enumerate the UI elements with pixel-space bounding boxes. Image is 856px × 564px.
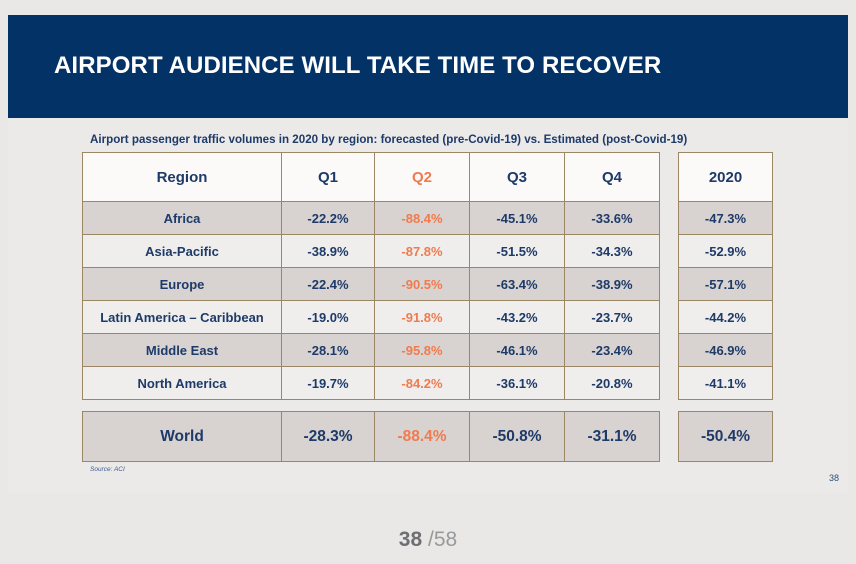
cell-region: Middle East bbox=[82, 333, 282, 367]
table-row: -52.9% bbox=[678, 234, 773, 268]
cell-q1: -38.9% bbox=[281, 234, 375, 268]
source-note: Source: ACI bbox=[90, 466, 125, 473]
cell-q4: -34.3% bbox=[564, 234, 660, 268]
header-q4: Q4 bbox=[564, 152, 660, 202]
page-separator: / bbox=[428, 528, 434, 551]
cell-2020: -47.3% bbox=[678, 201, 773, 235]
slide: AIRPORT AUDIENCE WILL TAKE TIME TO RECOV… bbox=[8, 15, 848, 493]
header-q2: Q2 bbox=[374, 152, 470, 202]
year-total-table: 2020 -47.3% -52.9% -57.1% -44.2% -46.9% … bbox=[678, 152, 773, 400]
cell-q3: -36.1% bbox=[469, 366, 565, 400]
cell-q1: -22.2% bbox=[281, 201, 375, 235]
header-q1: Q1 bbox=[281, 152, 375, 202]
cell-region: Asia-Pacific bbox=[82, 234, 282, 268]
table-row: -44.2% bbox=[678, 300, 773, 334]
table-row: -57.1% bbox=[678, 267, 773, 301]
cell-q2: -91.8% bbox=[374, 300, 470, 334]
world-row: World -28.3% -88.4% -50.8% -31.1% bbox=[82, 411, 660, 462]
cell-q4: -38.9% bbox=[564, 267, 660, 301]
table-row: -41.1% bbox=[678, 366, 773, 400]
total-pages: 58 bbox=[433, 528, 458, 551]
header-q3: Q3 bbox=[469, 152, 565, 202]
cell-2020: -46.9% bbox=[678, 333, 773, 367]
traffic-table: Region Q1 Q2 Q3 Q4 Africa -22.2% -88.4% … bbox=[82, 152, 660, 400]
cell-q3: -63.4% bbox=[469, 267, 565, 301]
cell-region: Europe bbox=[82, 267, 282, 301]
cell-q3: -43.2% bbox=[469, 300, 565, 334]
cell-region: Latin America – Caribbean bbox=[82, 300, 282, 334]
slide-title: AIRPORT AUDIENCE WILL TAKE TIME TO RECOV… bbox=[54, 52, 662, 79]
cell-q1: -19.0% bbox=[281, 300, 375, 334]
cell-q3: -45.1% bbox=[469, 201, 565, 235]
world-total-table: World -28.3% -88.4% -50.8% -31.1% bbox=[82, 411, 660, 462]
current-page: 38 bbox=[398, 528, 423, 551]
cell-q1: -28.3% bbox=[281, 411, 375, 462]
table-row: North America -19.7% -84.2% -36.1% -20.8… bbox=[82, 366, 660, 400]
cell-q1: -28.1% bbox=[281, 333, 375, 367]
table-row: -47.3% bbox=[678, 201, 773, 235]
cell-2020: -50.4% bbox=[678, 411, 773, 462]
cell-q2: -84.2% bbox=[374, 366, 470, 400]
slide-page-number: 38 bbox=[829, 473, 840, 483]
cell-q2: -95.8% bbox=[374, 333, 470, 367]
cell-2020: -52.9% bbox=[678, 234, 773, 268]
cell-q4: -20.8% bbox=[564, 366, 660, 400]
table-row: Middle East -28.1% -95.8% -46.1% -23.4% bbox=[82, 333, 660, 367]
cell-q1: -22.4% bbox=[281, 267, 375, 301]
cell-2020: -41.1% bbox=[678, 366, 773, 400]
world-row: -50.4% bbox=[678, 411, 773, 462]
header-region: Region bbox=[82, 152, 282, 202]
cell-2020: -57.1% bbox=[678, 267, 773, 301]
cell-region: North America bbox=[82, 366, 282, 400]
slide-header-band: AIRPORT AUDIENCE WILL TAKE TIME TO RECOV… bbox=[8, 15, 848, 118]
table-header-row: 2020 bbox=[678, 152, 773, 202]
cell-q4: -33.6% bbox=[564, 201, 660, 235]
cell-region: World bbox=[82, 411, 282, 462]
table-row: Africa -22.2% -88.4% -45.1% -33.6% bbox=[82, 201, 660, 235]
cell-2020: -44.2% bbox=[678, 300, 773, 334]
cell-q2: -90.5% bbox=[374, 267, 470, 301]
cell-q4: -31.1% bbox=[564, 411, 660, 462]
table-row: Latin America – Caribbean -19.0% -91.8% … bbox=[82, 300, 660, 334]
cell-q1: -19.7% bbox=[281, 366, 375, 400]
cell-q3: -51.5% bbox=[469, 234, 565, 268]
cell-region: Africa bbox=[82, 201, 282, 235]
cell-q2: -87.8% bbox=[374, 234, 470, 268]
table-caption: Airport passenger traffic volumes in 202… bbox=[90, 133, 688, 146]
cell-q4: -23.7% bbox=[564, 300, 660, 334]
table-row: Asia-Pacific -38.9% -87.8% -51.5% -34.3% bbox=[82, 234, 660, 268]
cell-q2: -88.4% bbox=[374, 411, 470, 462]
table-row: -46.9% bbox=[678, 333, 773, 367]
cell-q3: -46.1% bbox=[469, 333, 565, 367]
cell-q2: -88.4% bbox=[374, 201, 470, 235]
page-indicator: 38 /58 bbox=[0, 528, 856, 552]
cell-q4: -23.4% bbox=[564, 333, 660, 367]
cell-q3: -50.8% bbox=[469, 411, 565, 462]
world-year-table: -50.4% bbox=[678, 411, 773, 462]
header-2020: 2020 bbox=[678, 152, 773, 202]
table-header-row: Region Q1 Q2 Q3 Q4 bbox=[82, 152, 660, 202]
table-row: Europe -22.4% -90.5% -63.4% -38.9% bbox=[82, 267, 660, 301]
